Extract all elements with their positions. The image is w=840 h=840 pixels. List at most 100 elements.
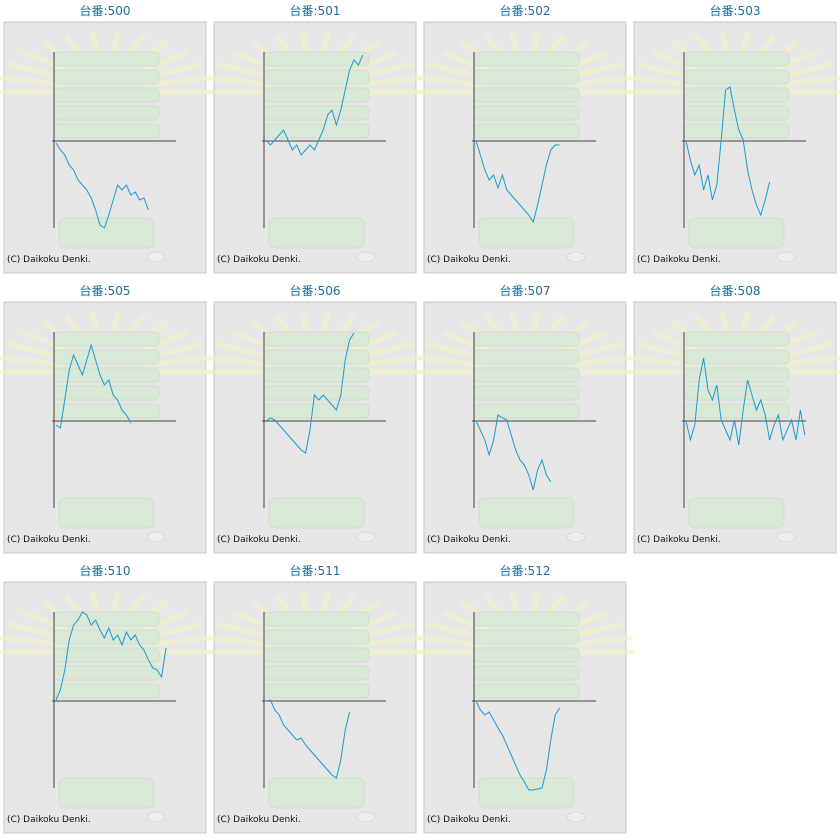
machine-tier (263, 647, 370, 663)
machine-tier (473, 349, 580, 365)
machine-tier (473, 385, 580, 401)
data-line (475, 700, 561, 791)
data-line (55, 142, 149, 229)
ray (148, 75, 213, 88)
panel-title: 台番:512 (500, 563, 551, 578)
ray (148, 635, 213, 648)
panel-title: 台番:502 (500, 3, 551, 18)
background-art (205, 591, 425, 823)
machine-tier (473, 367, 580, 383)
machine-tier (53, 51, 160, 67)
ray (568, 635, 633, 648)
panel-title: 台番:510 (80, 563, 131, 578)
credit: (C) Daikoku Denki. (637, 255, 721, 265)
ray (441, 329, 493, 355)
background-art (415, 311, 635, 543)
ray (627, 355, 692, 368)
machine-tier (53, 331, 160, 347)
data-line (265, 699, 351, 779)
background-art (625, 31, 840, 263)
ray (207, 355, 272, 368)
machine-tier (263, 87, 370, 103)
tray (688, 217, 785, 249)
machine-tier (263, 403, 370, 419)
machine-tier (473, 105, 580, 121)
ray (417, 635, 482, 648)
coin (356, 251, 376, 263)
machine-tier (263, 611, 370, 627)
machine-tier (53, 385, 160, 401)
ray (231, 49, 283, 75)
credit: (C) Daikoku Denki. (637, 535, 721, 545)
machine-tier (53, 683, 160, 699)
ray (207, 635, 272, 648)
machine-tier (473, 123, 580, 139)
machine-tier (473, 683, 580, 699)
ray (417, 355, 482, 368)
ray (358, 635, 423, 648)
machine-tier (473, 331, 580, 347)
coin (356, 531, 376, 543)
machine-tier (473, 665, 580, 681)
panel-title: 台番:508 (710, 283, 761, 298)
panel-title: 台番:507 (500, 283, 551, 298)
machine-tier (53, 403, 160, 419)
machine-tier (473, 629, 580, 645)
ray (358, 355, 423, 368)
ray (0, 635, 62, 648)
ray (651, 49, 703, 75)
coin (566, 531, 586, 543)
background-art (415, 591, 635, 823)
panel-title: 台番:501 (290, 3, 341, 18)
ray (568, 355, 633, 368)
machine-tier (263, 665, 370, 681)
background-art (415, 31, 635, 263)
tray (478, 777, 575, 809)
data-line (685, 86, 771, 217)
coin (566, 251, 586, 263)
ray (627, 75, 692, 88)
ray (347, 49, 399, 75)
machine-tier (263, 683, 370, 699)
ray (21, 49, 73, 75)
background-art (0, 591, 215, 823)
tray (58, 497, 155, 529)
credit: (C) Daikoku Denki. (7, 535, 91, 545)
data-line (475, 414, 552, 491)
ray (231, 329, 283, 355)
background-art (0, 311, 215, 543)
machine-tier (263, 105, 370, 121)
machine-tier (263, 349, 370, 365)
ray (148, 355, 213, 368)
machine-tier (473, 403, 580, 419)
tray (268, 497, 365, 529)
ray (441, 49, 493, 75)
credit: (C) Daikoku Denki. (217, 255, 301, 265)
machine-tier (53, 367, 160, 383)
credit: (C) Daikoku Denki. (217, 535, 301, 545)
machine-tier (683, 331, 790, 347)
machine-tier (263, 51, 370, 67)
credit: (C) Daikoku Denki. (7, 815, 91, 825)
ray (347, 609, 399, 635)
ray (778, 75, 840, 88)
panel-title: 台番:506 (290, 283, 341, 298)
data-line (685, 357, 806, 446)
data-line (55, 611, 167, 701)
machine-tier (473, 87, 580, 103)
machine-tier (53, 105, 160, 121)
coin (146, 531, 166, 543)
panel-title: 台番:511 (290, 563, 341, 578)
machine-tier (683, 69, 790, 85)
coin (356, 811, 376, 823)
ray (137, 49, 189, 75)
machine-tier (683, 51, 790, 67)
machine-tier (473, 69, 580, 85)
ray (137, 329, 189, 355)
machine-tier (53, 647, 160, 663)
machine-tier (263, 69, 370, 85)
coin (146, 811, 166, 823)
machine-tier (53, 87, 160, 103)
tray (478, 217, 575, 249)
